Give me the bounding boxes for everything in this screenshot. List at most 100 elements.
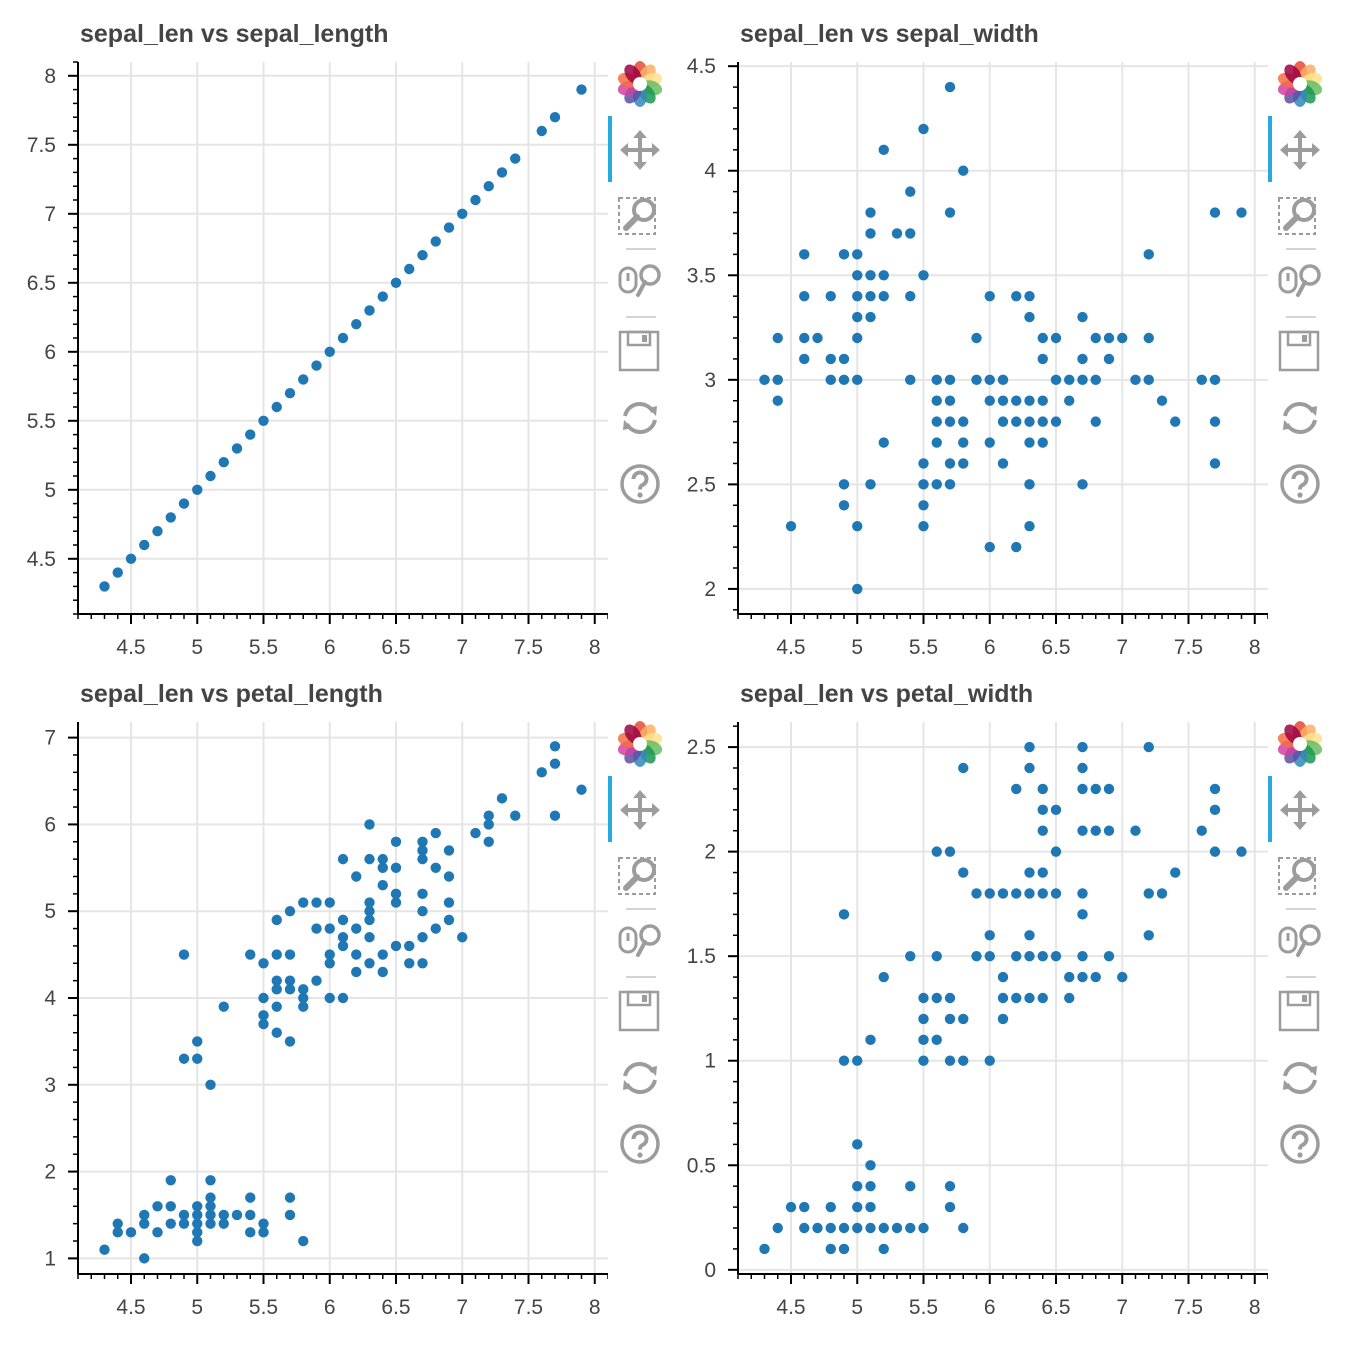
x-tick-label: 8 — [589, 1296, 601, 1319]
data-point — [271, 1001, 282, 1012]
x-tick-label: 6 — [984, 1296, 996, 1319]
data-point — [772, 332, 783, 344]
data-point — [218, 1001, 229, 1012]
data-point — [271, 401, 282, 413]
data-point — [298, 984, 309, 995]
data-point — [218, 457, 229, 468]
active-tool-indicator — [1268, 116, 1272, 182]
x-tick-label: 5.5 — [909, 1296, 938, 1319]
save-icon[interactable] — [616, 328, 664, 376]
reset-icon[interactable] — [1276, 1054, 1324, 1102]
plot-canvas-4[interactable]: 4.5 5 5.5 6 6.5 7 7.5 8 0 0.5 1 1.5 2 2.5 — [660, 660, 1268, 1332]
data-point — [825, 353, 836, 365]
save-icon[interactable] — [1276, 328, 1324, 376]
data-point — [838, 479, 850, 490]
data-point — [1077, 909, 1088, 920]
data-point — [364, 305, 375, 316]
y-tick-label: 1.5 — [687, 945, 716, 968]
help-icon[interactable] — [616, 460, 664, 508]
data-point — [918, 1055, 929, 1066]
data-point — [258, 992, 269, 1004]
y-tick-label: 3.5 — [687, 264, 716, 287]
data-point — [1143, 332, 1154, 344]
data-point — [337, 932, 349, 943]
help-icon[interactable] — [1276, 1120, 1324, 1168]
data-point — [218, 1209, 229, 1221]
data-point — [931, 437, 942, 448]
data-point — [958, 1013, 969, 1025]
x-tick-label: 8 — [1249, 636, 1261, 659]
pan-icon[interactable] — [616, 786, 664, 834]
data-point — [905, 290, 916, 302]
reset-icon[interactable] — [616, 394, 664, 442]
data-point — [337, 992, 349, 1004]
data-point — [1037, 416, 1048, 427]
data-point — [931, 395, 942, 406]
data-point — [152, 1201, 163, 1212]
box-zoom-icon[interactable] — [616, 852, 664, 900]
data-point — [337, 940, 349, 952]
box-zoom-icon[interactable] — [1276, 852, 1324, 900]
data-point — [430, 827, 441, 839]
x-tick-label: 7 — [1116, 1296, 1128, 1319]
data-point — [878, 144, 889, 156]
data-point — [1011, 888, 1022, 899]
data-point — [878, 971, 889, 983]
data-point — [971, 374, 982, 386]
data-point — [139, 1218, 150, 1229]
data-point — [1143, 249, 1154, 260]
x-tick-label: 5.5 — [909, 636, 938, 659]
bokeh-logo-icon[interactable] — [616, 720, 664, 768]
bokeh-logo-icon[interactable] — [616, 60, 664, 108]
x-tick-label: 5 — [851, 1296, 863, 1319]
data-point — [457, 932, 468, 943]
x-tick-label: 7 — [456, 636, 468, 659]
data-point — [984, 888, 995, 899]
data-point — [1024, 311, 1035, 323]
help-icon[interactable] — [616, 1120, 664, 1168]
data-point — [576, 84, 587, 95]
box-zoom-icon[interactable] — [616, 192, 664, 240]
bokeh-logo-icon[interactable] — [1276, 720, 1324, 768]
data-point — [1090, 416, 1101, 427]
data-point — [112, 567, 123, 578]
plot-canvas-1[interactable]: 4.5 5 5.5 6 6.5 7 7.5 8 4.5 5 5.5 6 6.5 7 7.5 8 — [0, 0, 608, 672]
pan-icon[interactable] — [1276, 786, 1324, 834]
x-tick-label: 8 — [1249, 1296, 1261, 1319]
data-point — [931, 416, 942, 427]
wheel-zoom-icon[interactable] — [616, 918, 664, 966]
save-icon[interactable] — [616, 988, 664, 1036]
data-point — [878, 270, 889, 281]
data-point — [364, 932, 375, 943]
y-tick-label: 2 — [704, 841, 716, 864]
pan-icon[interactable] — [616, 126, 664, 174]
box-zoom-icon[interactable] — [1276, 192, 1324, 240]
data-point — [944, 1013, 956, 1025]
pan-icon[interactable] — [1276, 126, 1324, 174]
plot-canvas-3[interactable]: 4.5 5 5.5 6 6.5 7 7.5 8 1 2 3 4 5 6 7 — [0, 660, 608, 1332]
data-point — [1156, 888, 1168, 899]
toolbar-separator — [626, 908, 656, 910]
help-icon[interactable] — [1276, 460, 1324, 508]
data-point — [984, 374, 995, 386]
plot-canvas-2[interactable]: 4.5 5 5.5 6 6.5 7 7.5 8 2 2.5 3 3.5 4 4.5 — [660, 0, 1268, 672]
reset-icon[interactable] — [1276, 394, 1324, 442]
data-point — [430, 236, 441, 247]
data-point — [1103, 783, 1115, 795]
data-point — [1143, 888, 1154, 899]
save-icon[interactable] — [1276, 988, 1324, 1036]
reset-icon[interactable] — [616, 1054, 664, 1102]
data-point — [470, 194, 481, 206]
x-tick-label: 6.5 — [381, 1296, 410, 1319]
bokeh-logo-icon[interactable] — [1276, 60, 1324, 108]
data-point — [483, 181, 494, 192]
data-point — [1130, 825, 1141, 836]
wheel-zoom-icon[interactable] — [1276, 918, 1324, 966]
data-point — [865, 479, 876, 490]
data-point — [1196, 825, 1207, 836]
wheel-zoom-icon[interactable] — [616, 258, 664, 306]
data-point — [404, 263, 415, 275]
data-point — [997, 458, 1009, 469]
data-point — [1064, 395, 1075, 406]
wheel-zoom-icon[interactable] — [1276, 258, 1324, 306]
